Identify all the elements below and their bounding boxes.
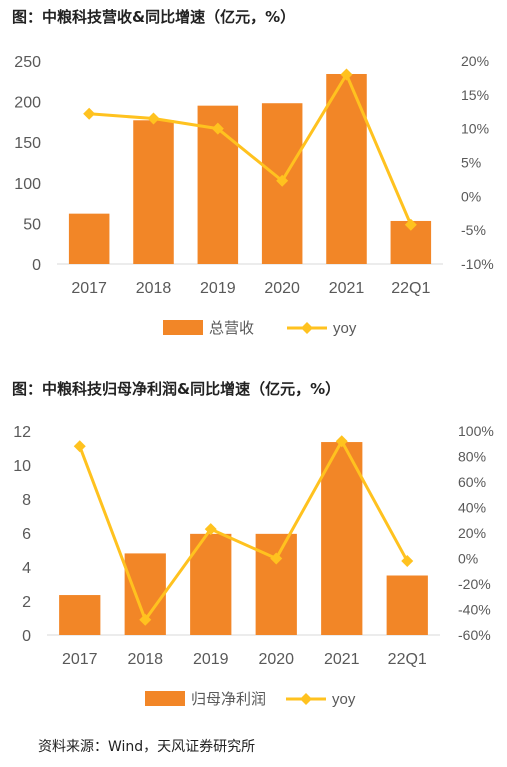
bar: [133, 120, 174, 264]
y-tick-label: 8: [22, 492, 31, 509]
y-tick-label: 10: [13, 458, 31, 475]
bar: [68, 213, 110, 264]
line-point: [211, 122, 224, 135]
y2-tick-label: -60%: [458, 627, 491, 643]
y2-tick-label: 20%: [461, 53, 489, 69]
revenue-chart: 0 50 100 150 200 250 -10% -5% 0% 5% 10% 15% 20% 2017 2…: [14, 53, 494, 337]
y2-tick-label: 15%: [461, 87, 489, 103]
y2-tick-label: 20%: [458, 525, 486, 541]
line-point: [404, 218, 417, 231]
y-tick-label: 150: [14, 135, 41, 152]
legend-bar-swatch: [145, 691, 185, 706]
chart-1-title: 图：中粮科技营收&同比增速（亿元，%）: [12, 8, 296, 26]
bar: [326, 73, 367, 264]
y2-tick-label: -5%: [461, 222, 486, 238]
line-point: [401, 555, 414, 568]
y-tick-label: 12: [13, 424, 31, 441]
y-tick-label: 50: [23, 216, 41, 233]
line-point: [73, 440, 86, 453]
x-tick-label: 2019: [200, 280, 236, 297]
x-tick-label: 22Q1: [391, 280, 430, 297]
y2-tick-label: 5%: [461, 155, 481, 171]
legend-bar-label: 总营收: [209, 319, 254, 337]
x-tick-label: 2020: [264, 280, 300, 297]
x-tick-label: 2019: [193, 651, 229, 668]
x-tick-label: 2021: [324, 651, 360, 668]
chart-2-title: 图：中粮科技归母净利润&同比增速（亿元，%）: [12, 380, 341, 398]
line-point: [270, 552, 283, 565]
bar: [255, 533, 297, 635]
line-point: [276, 174, 289, 187]
yoy-line: [89, 73, 413, 226]
bar: [386, 575, 428, 635]
line-point: [139, 613, 152, 626]
x-tick-label: 2021: [329, 280, 365, 297]
y2-tick-label: 40%: [458, 500, 486, 516]
y2-tick-label: -20%: [458, 576, 491, 592]
y2-tick-label: -40%: [458, 602, 491, 618]
legend-bar-swatch: [163, 320, 203, 335]
y-tick-label: 0: [32, 257, 41, 274]
source-note: 资料来源：Wind，天风证券研究所: [38, 739, 256, 755]
y2-tick-label: 60%: [458, 474, 486, 490]
x-tick-label: 2018: [127, 651, 163, 668]
legend-line-marker: [300, 693, 312, 705]
y-tick-label: 100: [14, 176, 41, 193]
y-tick-label: 2: [22, 594, 31, 611]
y2-tick-label: 100%: [458, 423, 494, 439]
line-point: [340, 68, 353, 81]
legend-bar-label: 归母净利润: [191, 690, 266, 708]
line-point: [204, 523, 217, 536]
line-point: [335, 435, 348, 448]
net-profit-chart: 0 2 4 6 8 10 12 -60% -40% -20% 0% 20% 40% 60% 80% 100% 2…: [13, 423, 494, 708]
y2-tick-label: 0%: [458, 551, 478, 567]
x-tick-label: 2020: [258, 651, 294, 668]
y-tick-label: 4: [22, 560, 31, 577]
y2-tick-label: 10%: [461, 121, 489, 137]
y2-tick-label: -10%: [461, 256, 494, 272]
yoy-line: [78, 439, 409, 622]
x-tick-label: 22Q1: [388, 651, 427, 668]
y-tick-label: 250: [14, 54, 41, 71]
y2-tick-label: 80%: [458, 449, 486, 465]
y-tick-label: 200: [14, 95, 41, 112]
legend-line-label: yoy: [332, 691, 356, 708]
line-point: [147, 112, 160, 125]
x-tick-label: 2017: [62, 651, 98, 668]
y-tick-label: 0: [22, 628, 31, 645]
line-point: [83, 107, 96, 120]
bar: [321, 442, 363, 635]
x-tick-label: 2018: [136, 280, 172, 297]
legend-line-label: yoy: [333, 320, 357, 337]
bar: [59, 595, 101, 635]
x-tick-label: 2017: [71, 280, 107, 297]
legend-line-marker: [301, 322, 313, 334]
y-tick-label: 6: [22, 526, 31, 543]
y2-tick-label: 0%: [461, 188, 481, 204]
